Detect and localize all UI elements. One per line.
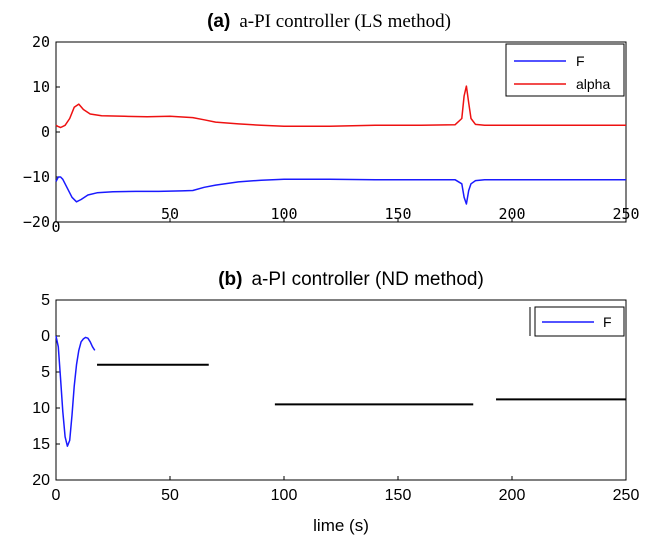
chart-b-title-text: a-PI controller (ND method) bbox=[251, 269, 483, 290]
chart-a-y-tick-label: 20 bbox=[32, 33, 50, 51]
chart-b-y-tick-label: 0 bbox=[41, 328, 50, 345]
chart-b-title: (b) a-PI controller (ND method) bbox=[218, 269, 484, 290]
chart-a-y-tick-label: −10 bbox=[23, 168, 50, 186]
chart-b-segments bbox=[97, 363, 626, 406]
chart-a-title-text: a-PI controller (LS method) bbox=[239, 11, 451, 32]
chart-a-y-tick-label: −20 bbox=[23, 213, 50, 231]
chart-b-series-line-f bbox=[55, 335, 96, 447]
chart-a-title: (a) a-PI controller (LS method) bbox=[207, 11, 451, 32]
chart-a-legend-box bbox=[505, 43, 625, 97]
chart-a-x-tick-label: 150 bbox=[384, 205, 411, 223]
chart-b-y-ticks: 5 0 5 10 15 20 bbox=[32, 292, 60, 489]
chart-b-x-tick-label: 150 bbox=[385, 487, 412, 504]
chart-b-x-axis-label: lime (s) bbox=[313, 516, 369, 535]
chart-a-y-tick-label: 0 bbox=[41, 123, 50, 141]
chart-a: (a) a-PI controller (LS method) 20100−10… bbox=[23, 11, 640, 236]
chart-a-series bbox=[55, 85, 626, 205]
chart-b-title-prefix: (b) bbox=[218, 269, 242, 290]
chart-b-x-tick-label: 50 bbox=[161, 487, 179, 504]
chart-b-y-tick-label: 5 bbox=[41, 364, 50, 381]
chart-b-plot-frame bbox=[55, 299, 627, 481]
chart-a-x-tick-label: 0 bbox=[51, 218, 60, 236]
chart-a-y-ticks: 20 10 0 −10 −20 bbox=[23, 33, 60, 231]
chart-b-legend-label-f: F bbox=[603, 314, 612, 330]
chart-a-legend: F alpha bbox=[505, 43, 625, 97]
chart-a-series-line-alpha bbox=[55, 85, 626, 129]
chart-a-x-tick-label: 250 bbox=[612, 205, 639, 223]
chart-b-x-tick-label: 100 bbox=[271, 487, 298, 504]
chart-a-legend-label-alpha: alpha bbox=[576, 76, 610, 92]
chart-b-x-tick-label: 0 bbox=[52, 487, 61, 504]
chart-a-x-tick-label: 200 bbox=[498, 205, 525, 223]
chart-a-title-prefix: (a) bbox=[207, 11, 230, 32]
chart-a-x-tick-label: 50 bbox=[161, 205, 179, 223]
chart-a-series-line-f bbox=[55, 176, 626, 205]
chart-b-y-tick-label: 5 bbox=[41, 292, 50, 309]
chart-a-legend-label-f: F bbox=[576, 53, 585, 69]
chart-b-y-tick-label: 10 bbox=[32, 400, 50, 417]
chart-b-x-ticks: 0 50 100 150 200 250 bbox=[52, 476, 640, 504]
chart-b-y-tick-label: 15 bbox=[32, 436, 50, 453]
chart-a-y-tick-label: 10 bbox=[32, 78, 50, 96]
chart-b-y-tick-label: 20 bbox=[32, 472, 50, 489]
chart-b-x-tick-label: 200 bbox=[499, 487, 526, 504]
chart-b-series bbox=[55, 335, 96, 447]
chart-b-legend: F bbox=[529, 306, 625, 337]
chart-a-x-tick-label: 100 bbox=[270, 205, 297, 223]
chart-b-x-tick-label: 250 bbox=[613, 487, 640, 504]
chart-a-x-ticks: 0 50 100 150 200 250 bbox=[51, 205, 639, 236]
chart-b: (b) a-PI controller (ND method) 50510152… bbox=[32, 269, 639, 535]
